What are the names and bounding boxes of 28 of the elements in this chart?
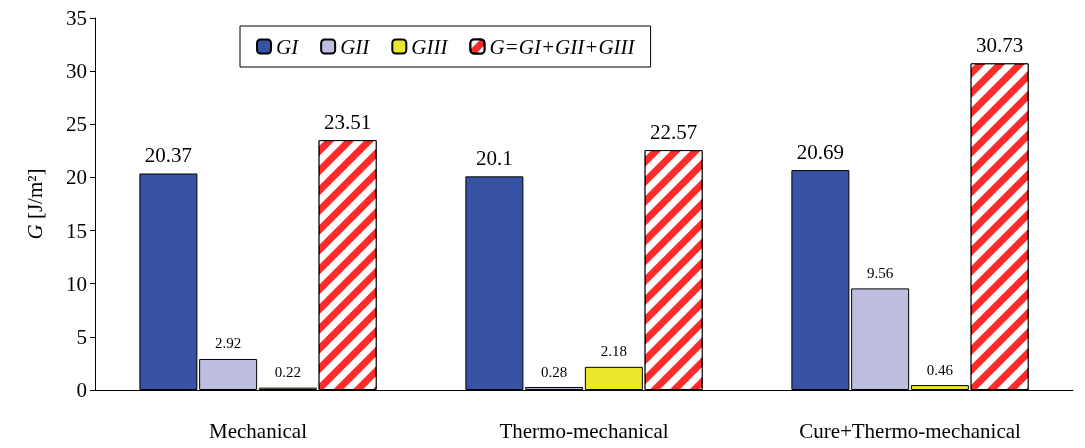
y-tick-label: 35 [66,6,87,30]
y-tick-label: 25 [66,112,87,137]
x-tick-label: Mechanical [209,418,308,443]
data-label: 2.92 [215,335,242,352]
data-label: 2.18 [600,343,627,360]
x-tick-label: Cure+Thermo-mechanical [799,418,1022,443]
data-label: 23.51 [323,109,372,134]
legend-label: G=GI+GII+GIII [489,34,636,59]
y-tick-label: 10 [66,271,87,296]
legend-label: GII [340,34,371,59]
data-label: 20.69 [796,139,845,164]
data-label: 0.22 [274,364,301,381]
data-label: 30.73 [975,32,1024,57]
y-tick-label: 0 [76,378,87,402]
data-label: 20.1 [476,145,513,170]
legend-label: GI [276,34,300,59]
y-axis-title: G [J/m²] [22,168,47,240]
data-label: 22.57 [649,119,698,144]
data-label: 20.37 [144,143,193,167]
legend-label: GIII [411,34,449,59]
x-tick-label: Thermo-mechanical [499,418,669,443]
data-label: 0.46 [926,361,954,378]
y-tick-label: 20 [66,165,87,190]
data-label: 0.28 [541,363,568,380]
y-tick-label: 5 [76,324,87,349]
data-label: 9.56 [867,264,894,281]
y-tick-label: 30 [66,59,87,84]
y-tick-label: 15 [66,218,87,243]
